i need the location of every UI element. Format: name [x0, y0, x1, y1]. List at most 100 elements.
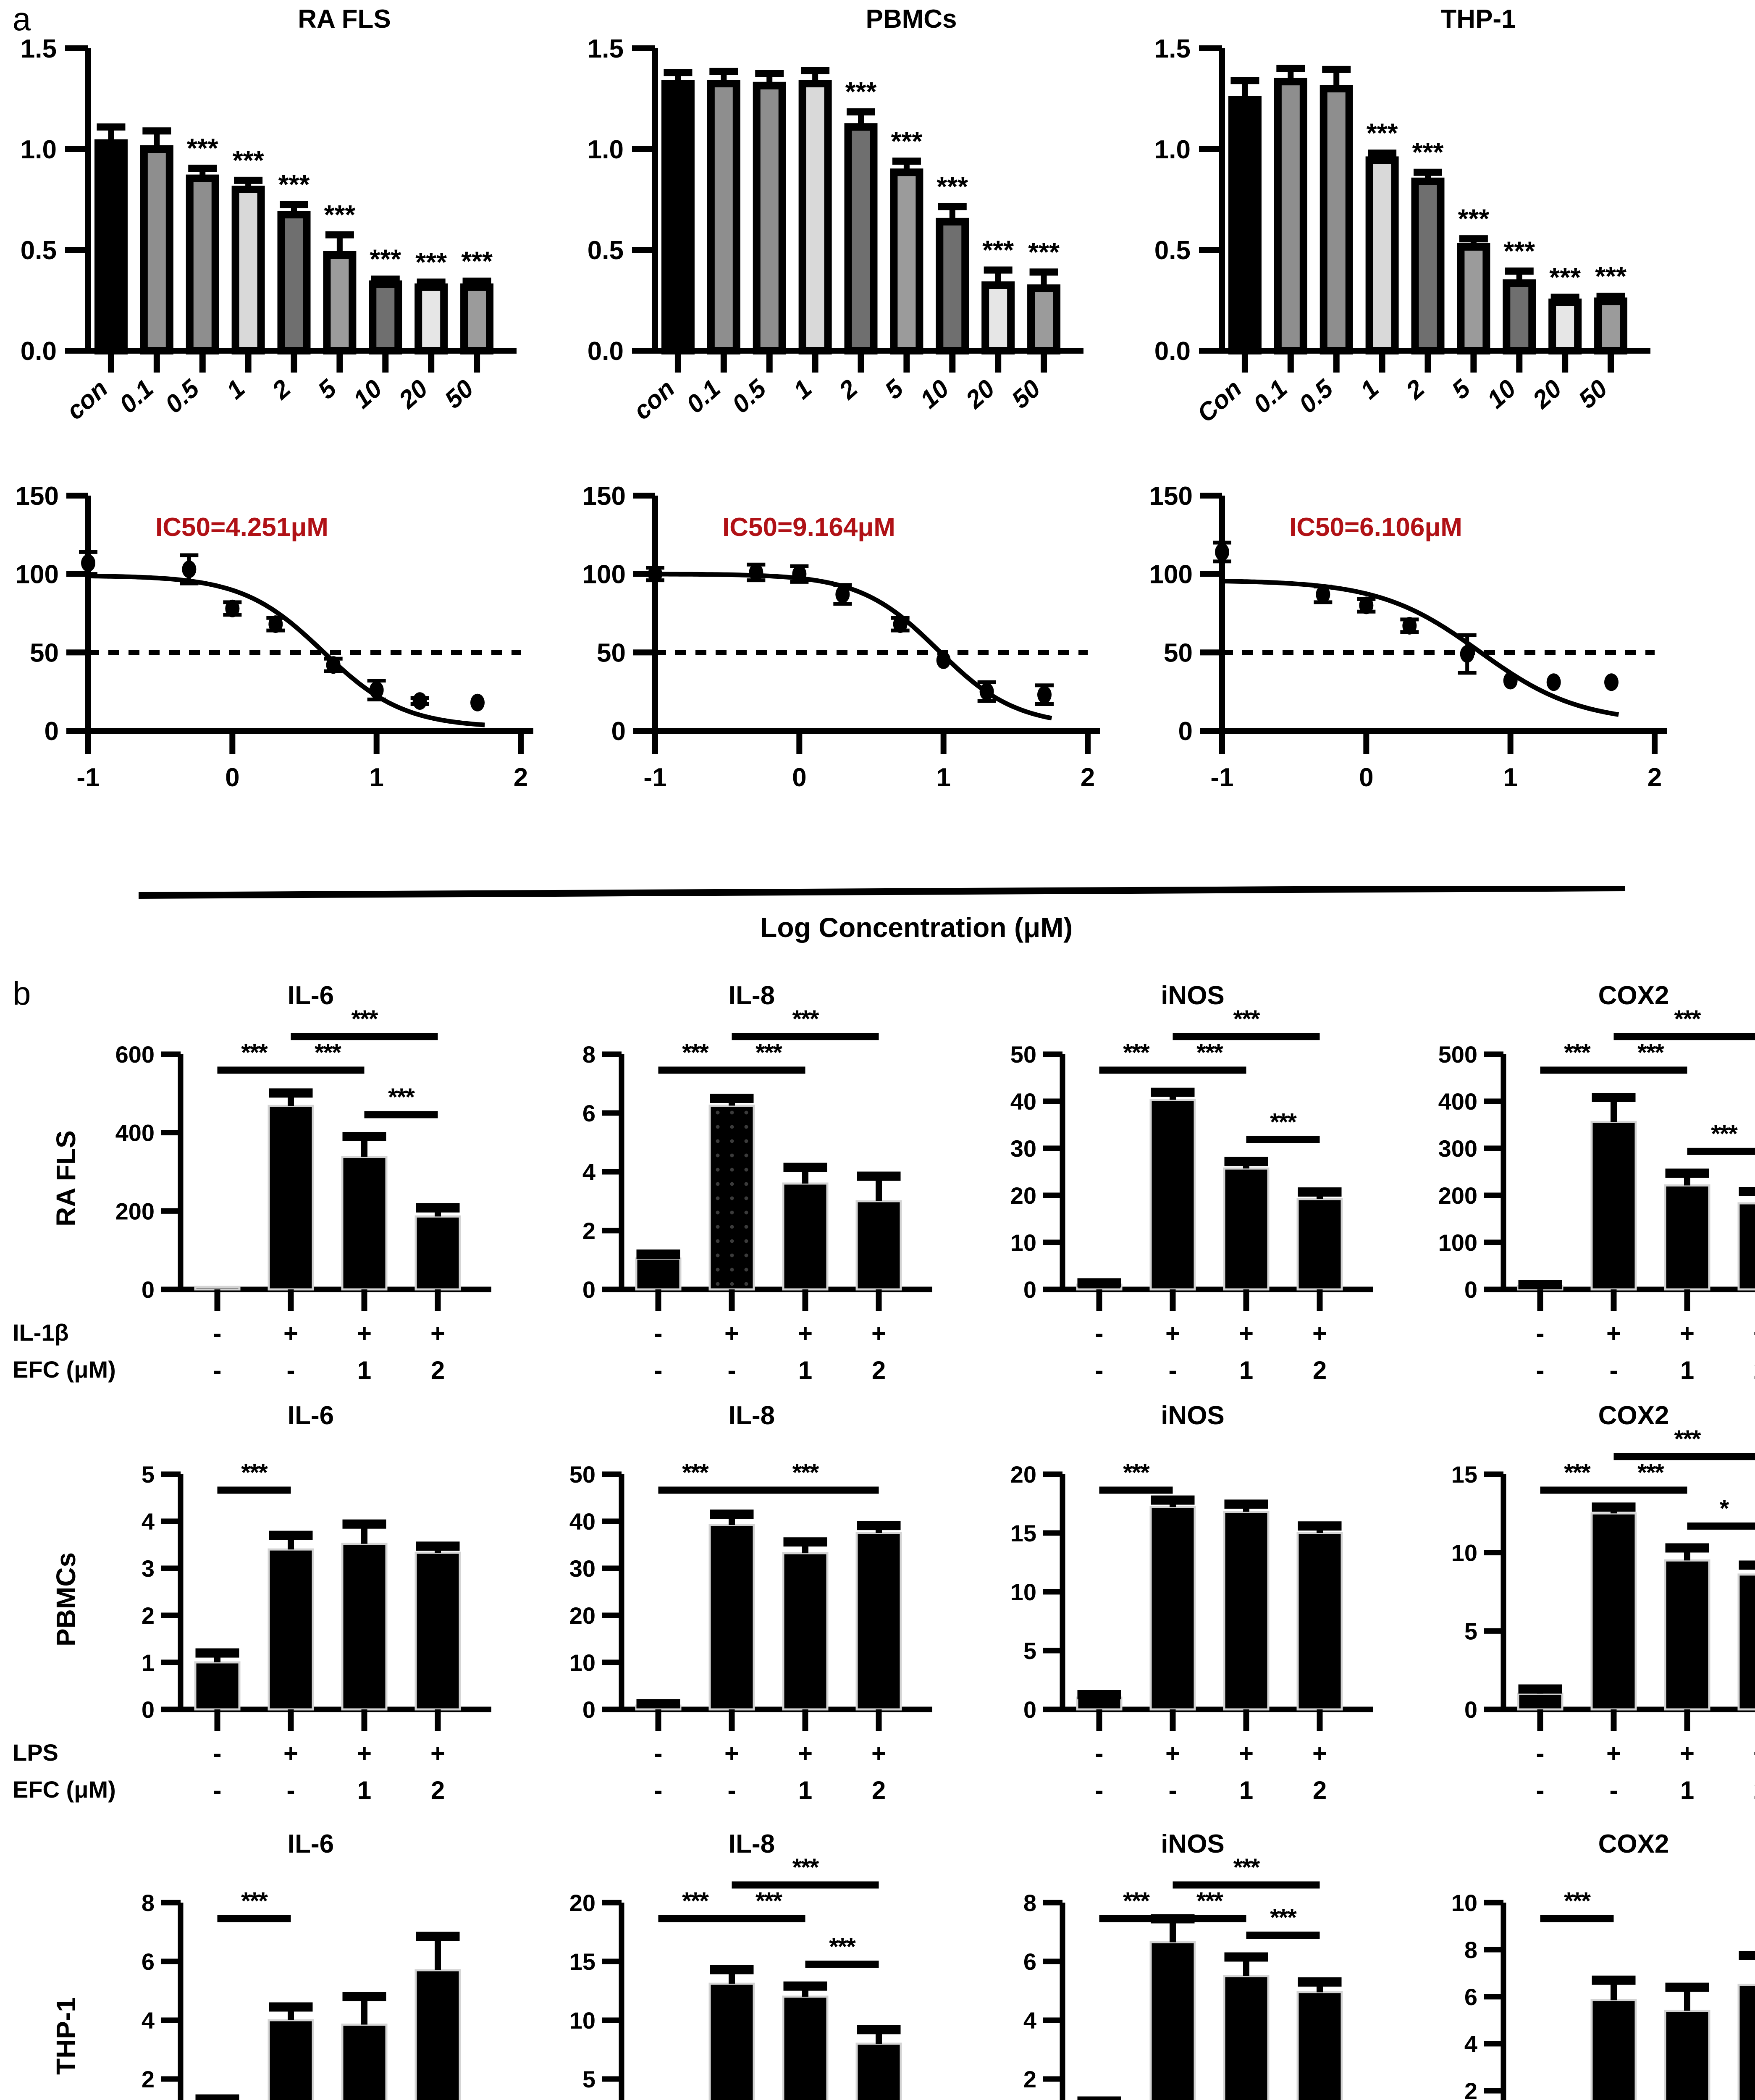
svg-text:1.5: 1.5: [1154, 34, 1191, 63]
efc-value-1-1-0: -: [654, 1776, 663, 1804]
svg-text:***: ***: [682, 1039, 709, 1066]
viability-chart-1: 0.0 0.5 1.0 1.5 con 0.1 0.5 1 *** 2 *** 5 *** 10 *** 20…: [571, 23, 1092, 519]
svg-text:2: 2: [582, 1218, 595, 1244]
svg-text:5: 5: [1464, 1618, 1477, 1644]
chart-title-thp-1-il-6: IL-6: [287, 1830, 334, 1858]
xaxis-title-log-concentration: Log Concentration (μM): [760, 912, 1073, 943]
svg-text:-1: -1: [643, 763, 666, 792]
svg-text:***: ***: [1674, 1005, 1701, 1033]
efc-value-0-2-1: -: [1168, 1356, 1177, 1384]
efc-label-1: EFC (μM): [13, 1776, 116, 1803]
svg-text:***: ***: [1564, 1459, 1591, 1486]
svg-text:2: 2: [142, 2066, 155, 2092]
efc-value-0-1-3: 2: [871, 1356, 886, 1384]
svg-text:1: 1: [369, 763, 383, 792]
stimulus-value-0-1-3: +: [871, 1319, 887, 1347]
svg-text:***: ***: [982, 235, 1014, 265]
svg-text:1.0: 1.0: [588, 135, 624, 164]
svg-text:***: ***: [682, 1887, 709, 1915]
svg-text:50: 50: [597, 638, 626, 667]
svg-text:0.5: 0.5: [1293, 374, 1339, 419]
svg-text:0: 0: [1023, 1696, 1036, 1723]
svg-text:***: ***: [370, 244, 401, 274]
panel-letter-b: b: [13, 975, 31, 1012]
row-label-ra-fls: RA FLS: [51, 1130, 81, 1226]
svg-text:-1: -1: [76, 763, 100, 792]
svg-text:50: 50: [30, 638, 59, 667]
svg-text:1.5: 1.5: [21, 34, 57, 63]
efc-value-0-1-1: -: [727, 1356, 736, 1384]
svg-text:0.0: 0.0: [1154, 337, 1191, 366]
svg-text:50: 50: [1010, 1041, 1036, 1068]
svg-text:300: 300: [1438, 1135, 1477, 1162]
stimulus-value-0-1-1: +: [724, 1319, 740, 1347]
efc-value-0-3-3: 2: [1744, 1356, 1755, 1385]
stimulus-value-0-2-2: +: [1238, 1319, 1254, 1347]
svg-text:2: 2: [1464, 2078, 1477, 2100]
chart-title-viability-1: PBMCs: [866, 5, 957, 34]
svg-text:50: 50: [439, 374, 479, 414]
svg-text:10: 10: [569, 2007, 595, 2034]
svg-text:20: 20: [569, 1602, 595, 1629]
svg-text:*: *: [1720, 1495, 1729, 1522]
stimulus-label-1: LPS: [13, 1739, 58, 1766]
stimulus-value-0-0-3: +: [430, 1319, 446, 1347]
svg-text:0: 0: [142, 1696, 155, 1723]
svg-text:200: 200: [1438, 1182, 1477, 1209]
stimulus-value-0-3-2: +: [1679, 1319, 1695, 1347]
stimulus-value-1-3-2: +: [1679, 1739, 1695, 1767]
svg-text:10: 10: [1482, 374, 1521, 414]
ic50-chart-2: 0 50 100 150 -1 0 1 2: [1134, 470, 1692, 848]
svg-text:***: ***: [1028, 237, 1060, 267]
svg-text:40: 40: [1010, 1088, 1036, 1115]
svg-text:0: 0: [611, 717, 626, 746]
svg-text:1.0: 1.0: [1154, 135, 1191, 164]
svg-text:***: ***: [233, 145, 264, 175]
svg-text:2: 2: [266, 374, 296, 405]
svg-text:20: 20: [1010, 1182, 1036, 1209]
svg-text:***: ***: [1196, 1039, 1223, 1066]
svg-text:0.5: 0.5: [160, 374, 205, 419]
svg-text:8: 8: [582, 1041, 595, 1068]
svg-text:6: 6: [1464, 1984, 1477, 2010]
svg-text:6: 6: [582, 1100, 595, 1126]
svg-text:10: 10: [915, 374, 954, 414]
svg-text:10: 10: [348, 374, 387, 414]
svg-text:20: 20: [569, 1890, 595, 1916]
svg-text:0: 0: [1359, 763, 1373, 792]
efc-value-1-1-2: 1: [798, 1776, 813, 1804]
svg-text:***: ***: [1196, 1887, 1223, 1915]
svg-text:1.0: 1.0: [21, 135, 57, 164]
bar-chart-0-3: 0 100 200 300 400 500 *** *** *** ***: [1407, 991, 1755, 1361]
efc-value-1-1-3: 2: [871, 1776, 886, 1804]
svg-text:4: 4: [1464, 2031, 1477, 2057]
svg-text:0: 0: [225, 763, 239, 792]
svg-text:2: 2: [1400, 374, 1430, 405]
efc-value-0-3-0: -: [1536, 1356, 1545, 1384]
svg-text:***: ***: [1123, 1039, 1150, 1066]
svg-text:***: ***: [324, 200, 356, 230]
svg-text:4: 4: [1023, 2007, 1036, 2034]
stimulus-value-0-1-2: +: [797, 1319, 813, 1347]
svg-text:10: 10: [1451, 1890, 1477, 1916]
svg-text:0: 0: [582, 1696, 595, 1723]
svg-text:100: 100: [582, 560, 626, 589]
efc-value-1-2-2: 1: [1239, 1776, 1254, 1804]
svg-text:0: 0: [582, 1276, 595, 1303]
svg-text:***: ***: [1270, 1904, 1297, 1932]
efc-value-0-3-2: 1: [1680, 1356, 1695, 1384]
svg-text:0.1: 0.1: [681, 374, 726, 419]
efc-value-1-2-0: -: [1095, 1776, 1104, 1804]
svg-text:20: 20: [1527, 374, 1567, 414]
efc-value-1-2-1: -: [1168, 1776, 1177, 1804]
svg-text:2: 2: [833, 374, 863, 405]
svg-text:0: 0: [1464, 1696, 1477, 1723]
stimulus-value-1-1-2: +: [797, 1739, 813, 1767]
efc-value-1-3-0: -: [1536, 1776, 1545, 1804]
svg-text:100: 100: [16, 560, 59, 589]
stimulus-value-1-3-0: -: [1536, 1739, 1545, 1767]
panel-a-underline: [139, 886, 1634, 899]
